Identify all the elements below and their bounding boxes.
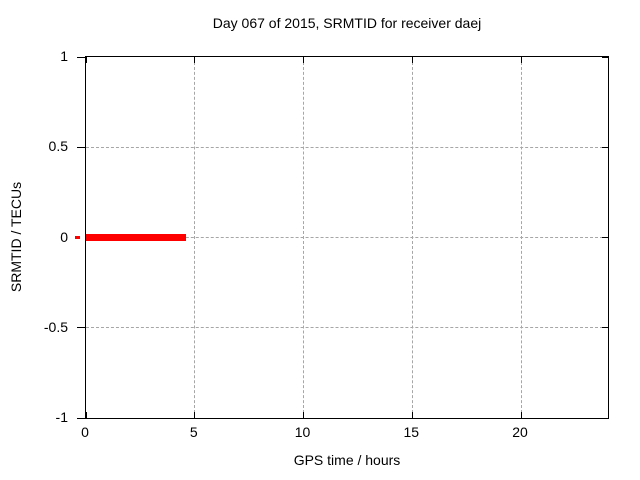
y-tick-right (602, 237, 608, 238)
y-tick-left (77, 56, 85, 58)
x-tick-bottom (520, 412, 522, 418)
x-tick-top (520, 57, 522, 63)
plot-area (75, 56, 609, 419)
y-tick-right (602, 56, 608, 58)
y-tick-left (77, 327, 85, 329)
x-tick-top (85, 57, 87, 63)
x-tick-label: 0 (81, 424, 89, 440)
x-tick-label: 15 (403, 424, 420, 440)
series-line-SRMTID (86, 234, 187, 241)
x-tick-top (303, 57, 304, 63)
x-axis-label: GPS time / hours (293, 452, 401, 468)
y-tick-right (602, 417, 608, 419)
y-tick-left-zero-red (75, 236, 80, 239)
x-tick-label: 10 (294, 424, 311, 440)
x-tick-bottom (85, 412, 87, 418)
gridline-y-0.5 (86, 146, 608, 148)
gridline-y--0.5 (86, 327, 608, 329)
x-tick-label: 5 (189, 424, 198, 440)
chart-title: Day 067 of 2015, SRMTID for receiver dae… (212, 15, 482, 31)
x-tick-top (194, 57, 196, 63)
y-tick-label: -0.5 (43, 318, 68, 335)
x-tick-label: 20 (512, 424, 528, 440)
y-tick-left (77, 146, 85, 148)
y-tick-right (602, 146, 608, 148)
x-tick-top (411, 57, 413, 63)
y-tick-label: 1 (60, 48, 68, 64)
x-tick-bottom (194, 412, 196, 418)
gridline-y-0 (86, 237, 608, 238)
x-tick-bottom (303, 412, 304, 418)
y-tick-label: -1 (55, 409, 68, 425)
y-tick-label: 0.5 (48, 138, 68, 155)
y-tick-label: 0 (60, 228, 68, 245)
x-tick-bottom (411, 412, 413, 418)
y-tick-left (77, 417, 85, 419)
y-tick-right (602, 327, 608, 329)
